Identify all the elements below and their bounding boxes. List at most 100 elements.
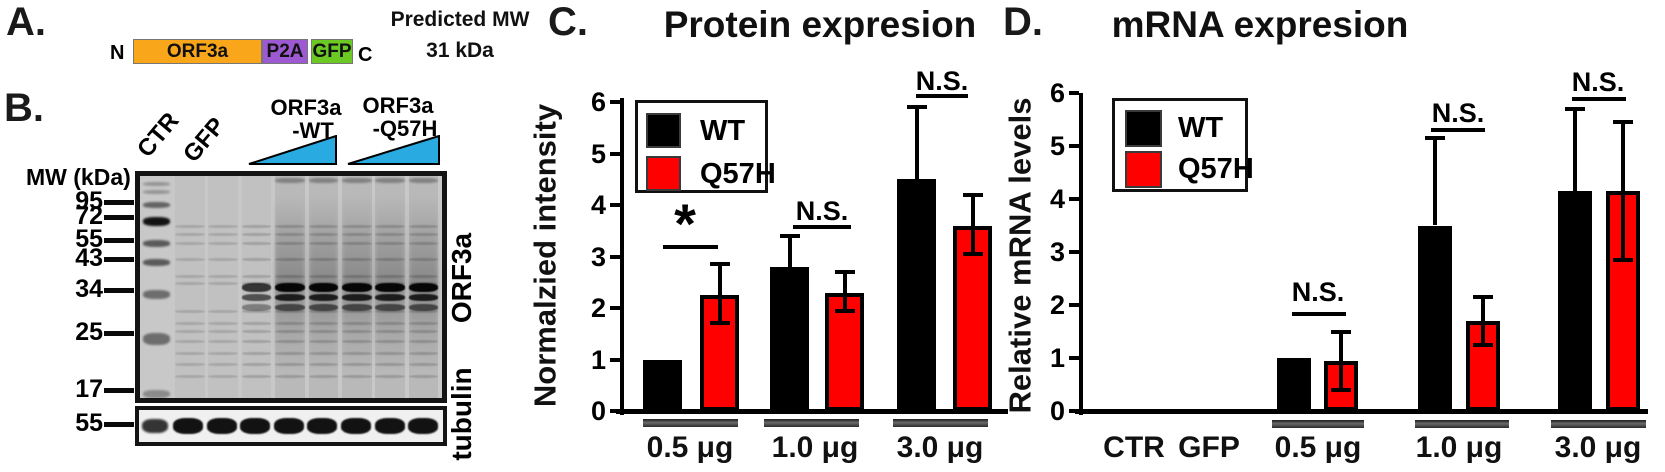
gel-band [175,330,205,333]
gel-band [375,304,405,311]
gel-band [143,333,170,345]
gel-band [275,294,305,301]
gel-band [308,294,339,301]
gel-band [375,196,405,381]
tubulin-band-lane [341,410,371,442]
construct-segment-gfp: GFP [311,39,353,64]
significance-label: N.S. [1571,67,1625,97]
gel-band [308,196,339,381]
significance-label: N.S. [1291,277,1345,307]
x-category-label: 3.0 μg [896,431,984,464]
construct-segment-orf3a: ORF3a [133,39,262,64]
gel-band [307,418,338,434]
y-axis-tick-label: 0 [1049,396,1065,426]
gel-band [342,363,372,366]
gel-band [375,178,405,183]
gel-band [308,352,339,355]
gel-band [375,330,405,333]
gel-band [308,242,339,245]
western-blot-tubulin [135,406,447,446]
gel-band [275,283,305,292]
gel-band [308,340,339,343]
gel-band [408,258,439,261]
tubulin-band-ladder [142,410,168,442]
tubulin-mw-marker-label: 55 [75,409,103,437]
gel-band [175,275,205,278]
error-bar-stem [1481,297,1485,345]
significance-line [916,94,968,98]
error-bar-stem [970,194,975,254]
gel-band [143,190,170,194]
y-axis-tick [610,306,620,310]
gel-band [275,304,305,311]
x-category-label: CTR [1103,431,1165,464]
gel-band [175,375,205,378]
mw-marker-label: 34 [75,275,103,303]
gel-band [408,375,439,378]
group-underline-bar [764,419,859,427]
error-bar-cap-top [779,233,800,238]
gel-band [308,275,339,278]
y-axis-tick-label: 6 [590,87,606,117]
gel-band [342,330,372,333]
gel-band [408,322,439,325]
gel-band [375,233,405,236]
bar-wt-1.0μg [770,266,809,411]
gel-band [342,283,372,292]
construct-c-terminus-label: C [358,44,373,66]
gel-band [175,225,205,228]
gel-band [208,310,238,313]
gel-band [408,304,439,311]
error-bar-stem [1573,108,1577,192]
mw-marker-tick [104,215,134,220]
y-axis-tick [1069,303,1079,307]
gel-band [143,217,170,226]
gel-band [408,233,439,236]
gel-band [308,178,339,183]
bar-q57h-0.5μg [700,295,739,411]
gel-band [275,233,305,236]
lane-header-gfp: GFP [178,112,231,168]
y-axis-tick-label: 1 [590,344,606,375]
dose-group-q57h-label-line2: -Q57H [372,116,438,141]
gel-band [408,178,439,183]
gel-lane-orf3a-q57h-low [342,176,372,398]
group-underline-bar [893,419,988,427]
gel-band [241,340,272,343]
y-axis-tick [610,409,620,413]
gel-band [208,375,238,378]
gel-band [308,233,339,236]
error-bar-cap-top [906,105,927,110]
gel-band [275,275,305,278]
gel-band [342,375,372,378]
error-bar-cap-top [709,262,730,267]
gel-band [342,304,372,311]
gel-band [208,282,238,285]
panel-b-letter: B. [4,86,44,130]
gel-band [241,375,272,378]
y-axis-tick [1069,144,1079,148]
mw-marker-tick [104,388,134,393]
legend-label-q57h: Q57H [1178,153,1254,185]
gel-band [208,363,238,366]
gel-band [241,352,272,355]
gel-band [240,418,271,434]
legend-label-wt: WT [1178,112,1224,144]
error-bar-cap-bottom [1473,342,1493,347]
gel-band [275,225,305,228]
y-axis-tick [1069,250,1079,254]
gel-band [241,225,272,228]
y-axis-tick-label: 5 [1049,131,1065,161]
x-category-label: 3.0 μg [1554,431,1642,464]
chart-legend: WT Q57H [635,100,776,193]
construct-segment-p2a: P2A [262,39,308,64]
gel-band [241,242,272,245]
gel-band [175,310,205,313]
tubulin-band-lane [273,410,304,442]
mw-marker-label: 43 [75,244,103,272]
mw-marker-tick [104,238,134,243]
gel-band [308,375,339,378]
y-axis-tick-label: 0 [590,396,606,426]
gel-band [143,202,170,208]
y-axis-tick-label: 2 [590,293,606,323]
